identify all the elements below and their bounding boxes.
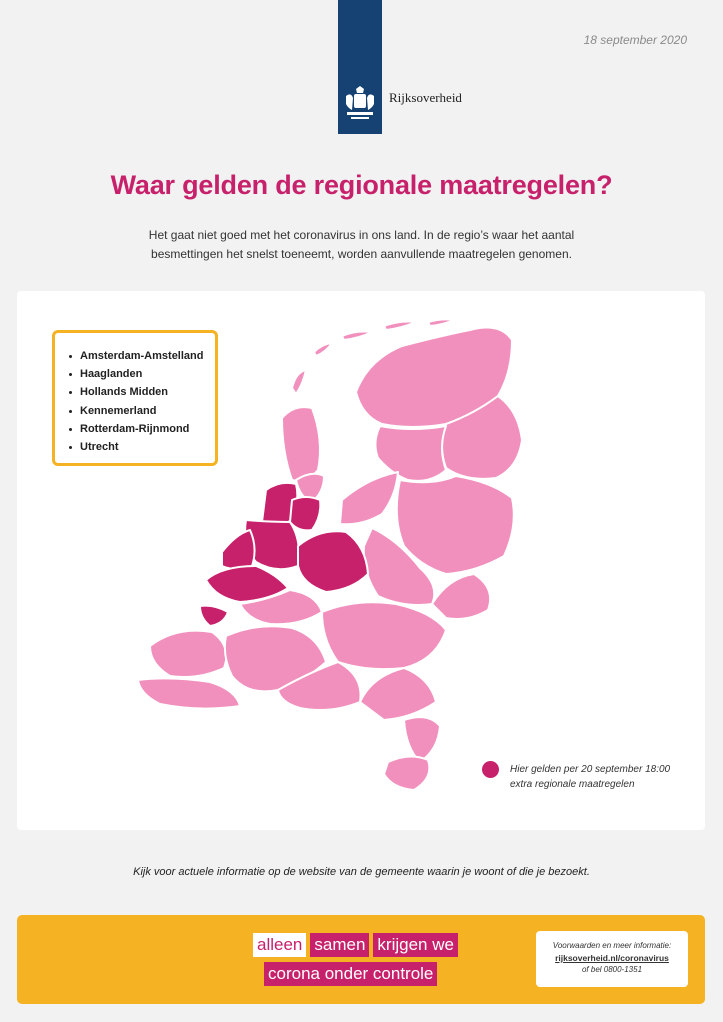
contact-link[interactable]: rijksoverheid.nl/coronavirus: [555, 953, 669, 963]
logo-text: Rijksoverheid: [389, 90, 462, 105]
contact-phone: of bel 0800-1351: [581, 965, 643, 974]
legend-line-1: Hier gelden per 20 september 18:00: [510, 764, 671, 775]
legend-line-2: extra regionale maatregelen: [510, 779, 635, 790]
slogan-word: corona onder controle: [264, 962, 438, 986]
date-label: 18 september 2020: [583, 33, 687, 47]
slogan-word: krijgen we: [373, 933, 458, 957]
intro-text: Het gaat niet goed met het coronavirus i…: [148, 228, 575, 261]
slogan-line-2: corona onder controle: [264, 962, 438, 986]
slogan-word: samen: [310, 933, 370, 957]
region-list-item: Amsterdam-Amstelland: [67, 347, 215, 365]
legend-text: Hier gelden per 20 september 18:00 extra…: [510, 762, 690, 792]
slogan-line-1: alleen samen krijgen we: [253, 933, 458, 957]
region-list-item: Kennemerland: [67, 402, 215, 420]
region-list-item: Rotterdam-Rijnmond: [67, 420, 215, 438]
legend-dot-icon: [482, 761, 499, 778]
slogan-word: alleen: [253, 933, 307, 957]
region-list-item: Haaglanden: [67, 365, 215, 383]
contact-intro: Voorwaarden en meer informatie:: [552, 941, 672, 950]
coat-of-arms-icon: [346, 86, 374, 119]
regions-list: Amsterdam-Amstelland Haaglanden Hollands…: [55, 333, 215, 456]
logo-ribbon: [338, 0, 382, 134]
footnote: Kijk voor actuele informatie op de websi…: [133, 866, 590, 878]
region-list-item: Hollands Midden: [67, 383, 215, 401]
contact-box: Voorwaarden en meer informatie: rijksove…: [536, 931, 688, 987]
region-list-item: Utrecht: [67, 438, 215, 456]
page-title: Waar gelden de regionale maatregelen?: [110, 170, 613, 200]
regions-list-box: Amsterdam-Amstelland Haaglanden Hollands…: [52, 330, 218, 466]
